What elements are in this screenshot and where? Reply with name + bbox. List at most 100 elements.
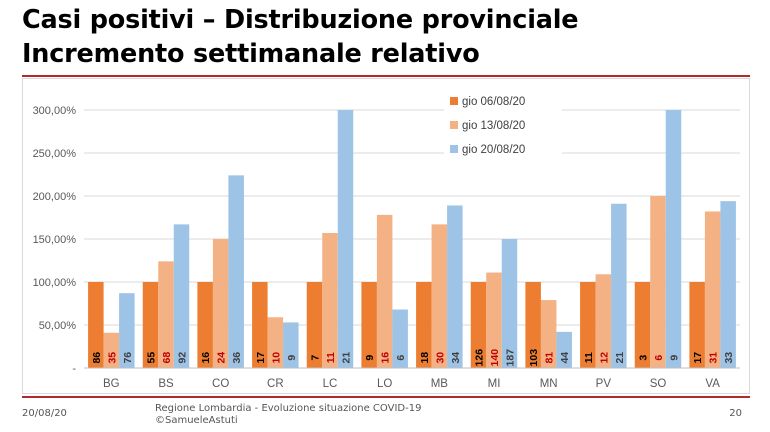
data-label: 140	[489, 349, 501, 367]
data-label: 55	[146, 352, 158, 364]
bar	[634, 282, 651, 368]
bar	[470, 282, 487, 368]
y-tick-label: 250,00%	[33, 148, 77, 160]
x-tick-label: BG	[103, 378, 120, 390]
data-label: 36	[231, 352, 243, 364]
bar	[416, 282, 432, 368]
bar	[212, 239, 229, 368]
bar	[322, 232, 338, 368]
x-tick-label: LO	[377, 378, 392, 390]
data-label: 11	[583, 352, 595, 363]
legend-label: gio 13/08/20	[462, 120, 525, 132]
data-label: 17	[692, 352, 704, 364]
data-label: 86	[91, 352, 103, 364]
y-tick-label: -	[72, 363, 76, 375]
bar	[142, 282, 159, 368]
bar	[252, 282, 268, 368]
bar	[501, 239, 518, 368]
data-label: 17	[255, 352, 267, 364]
footer-date: 20/08/20	[22, 408, 67, 419]
data-label: 31	[708, 352, 720, 364]
bar	[720, 201, 736, 368]
footer-divider	[22, 396, 750, 398]
slide-title-line-2: Incremento settimanale relativo	[22, 39, 480, 69]
bar	[650, 196, 666, 368]
bar	[431, 224, 448, 368]
y-tick-label: 300,00%	[33, 105, 77, 117]
data-label: 44	[559, 352, 571, 364]
legend-swatch	[450, 97, 458, 105]
footer-source: Regione Lombardia - Evoluzione situazion…	[155, 403, 421, 427]
bar	[88, 282, 104, 368]
data-label: 10	[270, 352, 282, 364]
bar	[595, 274, 612, 368]
bar	[376, 214, 393, 368]
bar	[704, 211, 721, 368]
bar	[173, 224, 190, 368]
data-label: 11	[325, 352, 337, 363]
data-label: 7	[310, 355, 322, 361]
x-tick-label: VA	[705, 378, 720, 390]
data-label: 92	[177, 352, 189, 364]
x-tick-label: CR	[267, 378, 284, 390]
data-label: 9	[669, 355, 681, 361]
legend-swatch	[450, 145, 458, 153]
bar	[689, 282, 705, 368]
data-label: 35	[106, 352, 118, 364]
bar	[283, 322, 299, 368]
data-label: 33	[723, 352, 735, 364]
x-tick-label: SO	[650, 378, 667, 390]
x-tick-label: BS	[158, 378, 174, 390]
bar	[228, 175, 244, 368]
bar	[580, 282, 596, 368]
legend-label: gio 20/08/20	[462, 144, 525, 156]
data-label: 16	[200, 352, 212, 364]
y-tick-label: 150,00%	[33, 234, 77, 246]
bar	[447, 205, 463, 368]
bar	[197, 282, 213, 368]
legend-background	[444, 89, 562, 167]
bar	[119, 293, 135, 368]
x-tick-label: LC	[323, 378, 338, 390]
data-label: 34	[450, 352, 462, 364]
y-tick-label: 200,00%	[33, 191, 77, 203]
data-label: 21	[614, 352, 626, 364]
data-label: 76	[122, 352, 134, 364]
data-label: 6	[653, 355, 665, 361]
slide-title-line-1: Casi positivi – Distribuzione provincial…	[22, 5, 579, 35]
data-label: 3	[638, 355, 650, 361]
bar	[665, 110, 682, 368]
data-label: 18	[419, 352, 431, 364]
data-label: 30	[434, 352, 446, 364]
x-tick-label: CO	[212, 378, 229, 390]
x-tick-label: MI	[488, 378, 501, 390]
data-label: 21	[341, 352, 353, 364]
data-label: 103	[528, 349, 540, 367]
legend-swatch	[450, 121, 458, 129]
y-tick-label: 100,00%	[33, 277, 77, 289]
bar-chart: - 50,00% 100,00% 150,00% 200,00% 250,00% 300,0…	[22, 78, 750, 394]
bar	[525, 282, 541, 368]
bar	[361, 282, 377, 368]
data-label: 9	[286, 355, 298, 361]
page-number: 20	[729, 408, 742, 419]
data-label: 9	[364, 355, 376, 361]
data-label: 12	[598, 352, 610, 364]
bar	[540, 300, 557, 368]
bar	[486, 272, 502, 368]
legend-label: gio 06/08/20	[462, 96, 525, 108]
chart-container: - 50,00% 100,00% 150,00% 200,00% 250,00% 300,0…	[22, 78, 750, 394]
bar	[556, 331, 572, 368]
y-tick-label: 50,00%	[39, 320, 77, 332]
bar	[337, 110, 354, 368]
bar	[392, 309, 408, 368]
bar	[158, 261, 174, 368]
bar	[611, 203, 627, 368]
bar	[267, 317, 284, 368]
data-label: 24	[216, 352, 228, 364]
x-tick-label: PV	[596, 378, 612, 390]
bar	[103, 332, 120, 368]
data-label: 6	[395, 355, 407, 361]
footer-source-author: ©SamueleAstuti	[155, 415, 238, 426]
x-tick-label: MB	[431, 378, 449, 390]
